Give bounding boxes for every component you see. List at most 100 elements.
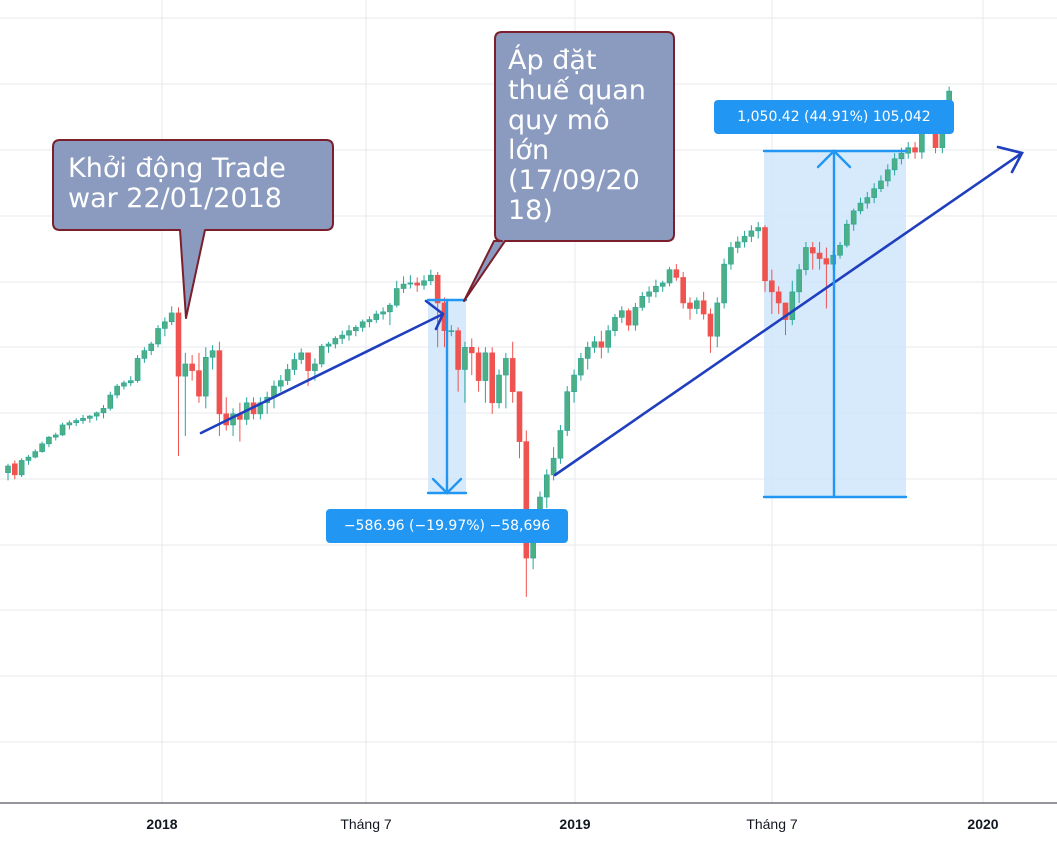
candle-body <box>516 391 523 442</box>
measure-label-down[interactable]: −586.96 (−19.97%) −58,696 <box>326 509 568 543</box>
callout-tariff-bubble <box>463 31 675 302</box>
measure-down-arrowhead <box>431 477 463 495</box>
candle-body <box>857 202 864 212</box>
candle-body <box>489 352 496 404</box>
candle-body <box>196 370 202 397</box>
candle-body <box>209 350 216 358</box>
candle-body <box>339 334 345 339</box>
candle-body <box>353 327 359 331</box>
candle-body <box>687 302 693 309</box>
candle-body <box>202 356 209 397</box>
candle-body <box>46 436 52 445</box>
candle-body <box>796 269 802 293</box>
candle-body <box>659 282 666 287</box>
candle-body <box>509 358 516 392</box>
candle-body <box>789 291 796 320</box>
candle-body <box>18 460 25 476</box>
candle-body <box>762 227 768 282</box>
candle-body <box>496 374 502 404</box>
candle-body <box>625 310 632 326</box>
candle-body <box>373 313 380 320</box>
candle-body <box>748 230 755 237</box>
candle-body <box>168 312 175 323</box>
candle-body <box>407 282 414 285</box>
candle-body <box>816 252 823 259</box>
candle-body <box>80 418 86 421</box>
candle-body <box>455 330 461 370</box>
candle-body <box>312 363 318 371</box>
callout-trade-war-bubble <box>52 139 334 319</box>
candle-body <box>578 358 584 376</box>
candle-body <box>414 282 421 286</box>
candle-body <box>380 311 386 315</box>
trendline-2018-arrowhead <box>424 299 445 331</box>
candle-body <box>66 422 73 426</box>
measure-label-up[interactable]: 1,050.42 (44.91%) 105,042 <box>714 100 954 134</box>
candle-body <box>298 352 305 360</box>
candle-body <box>59 424 66 436</box>
candle-body <box>52 434 59 438</box>
candle-body <box>646 291 652 297</box>
candle-body <box>32 451 39 458</box>
candle-body <box>884 169 891 182</box>
x-tick-label: Tháng 7 <box>340 816 392 832</box>
candle-body <box>639 295 646 308</box>
x-tick-label: 2019 <box>559 816 591 832</box>
candle-body <box>775 291 782 304</box>
candle-body <box>571 374 577 392</box>
trendlines <box>199 145 1024 477</box>
candle-body <box>653 286 659 293</box>
candle-body <box>421 280 427 286</box>
candle-body <box>605 330 611 348</box>
candle-body <box>284 369 291 381</box>
candle-body <box>189 363 195 371</box>
candle-body <box>387 304 393 313</box>
candle-body <box>121 382 127 387</box>
candle-body <box>741 236 748 243</box>
trendline-2019 <box>553 151 1024 477</box>
candle-body <box>680 277 686 304</box>
candle-body <box>782 302 789 320</box>
candle-body <box>155 328 161 345</box>
candle-body <box>721 263 727 304</box>
candle-body <box>291 359 298 370</box>
callout-trade-war-text: Khởi động Trade war 22/01/2018 <box>68 153 286 214</box>
candle-body <box>844 223 850 246</box>
candle-body <box>734 241 741 248</box>
candle-body <box>39 443 45 452</box>
candle-body <box>100 408 107 414</box>
candle-body <box>714 302 721 337</box>
candle-body <box>584 347 591 359</box>
candle-body <box>503 358 509 376</box>
candle-body <box>482 352 489 381</box>
candle-body <box>707 313 714 337</box>
candle-body <box>475 352 482 381</box>
candle-body <box>182 363 189 377</box>
candle-body <box>612 317 618 331</box>
candle-body <box>305 352 311 371</box>
candle-body <box>878 180 884 189</box>
candle-body <box>912 147 918 153</box>
callout-tariff-text: Áp đặt thuế quan quy mô lớn (17/09/20 18… <box>508 45 646 226</box>
callout-shapes <box>52 31 675 319</box>
candle-body <box>468 347 475 354</box>
candle-body <box>277 380 284 387</box>
candle-body <box>12 463 18 476</box>
candle-body <box>564 391 571 431</box>
candle-body <box>5 465 11 473</box>
candle-body <box>666 269 673 284</box>
candle-body <box>400 283 407 289</box>
candle-body <box>346 330 352 336</box>
candle-body <box>809 247 816 254</box>
trendline-2019-arrowhead <box>996 145 1024 174</box>
candle-body <box>891 158 898 171</box>
candle-body <box>325 343 332 347</box>
candle-body <box>591 341 598 348</box>
candle-body <box>557 430 564 459</box>
candle-body <box>543 474 550 498</box>
candle-body <box>728 247 734 265</box>
candle-body <box>769 280 775 293</box>
x-tick-label: Tháng 7 <box>746 816 798 832</box>
candle-body <box>837 244 843 256</box>
